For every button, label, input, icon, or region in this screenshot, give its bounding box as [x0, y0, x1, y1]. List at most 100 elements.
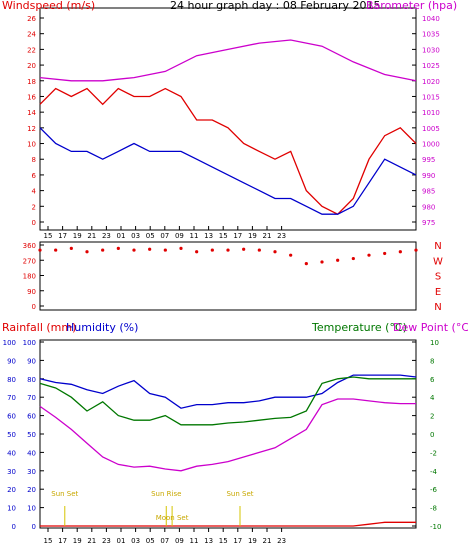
direction-point: [273, 250, 277, 254]
temperature-tick-label: -10: [430, 523, 441, 531]
barometer-tick-label: 1010: [422, 109, 440, 117]
x-tick-label: 03: [131, 537, 140, 545]
x-tick-label: 19: [248, 537, 257, 545]
direction-point: [242, 247, 246, 251]
temperature-tick-label: 4: [430, 394, 435, 402]
x-tick-label: 15: [219, 232, 228, 240]
x-tick-label: 09: [175, 232, 184, 240]
compass-label: E: [435, 287, 441, 298]
barometer-tick-label: 1030: [422, 46, 440, 54]
humidity-tick-label: 40: [27, 449, 36, 457]
direction-point: [383, 251, 387, 256]
event-annotation: Sun Set: [226, 490, 253, 498]
wind-tick-label: 26: [27, 15, 36, 23]
direction-point: [367, 253, 371, 257]
series-line-dew-point: [39, 398, 416, 472]
rain-tick-label: 70: [7, 394, 16, 402]
event-annotation: Sun Rise: [151, 490, 181, 498]
x-tick-label: 21: [263, 232, 272, 240]
x-tick-label: 11: [190, 232, 199, 240]
x-tick-label: 23: [277, 537, 286, 545]
direction-point: [304, 262, 308, 266]
wind-tick-label: 2: [32, 203, 36, 211]
direction-point: [195, 250, 199, 254]
x-tick-label: 17: [58, 537, 67, 545]
x-tick-label: 23: [102, 232, 111, 240]
humidity-tick-label: 70: [27, 394, 36, 402]
wind-tick-label: 6: [32, 172, 37, 180]
x-tick-label: 03: [131, 232, 140, 240]
series-line-rainfall: [40, 521, 416, 527]
wind-tick-label: 12: [27, 125, 36, 133]
direction-point: [414, 248, 418, 252]
direction-tick-label: 90: [27, 288, 36, 296]
barometer-tick-label: 1020: [422, 78, 440, 86]
humidity-tick-label: 30: [27, 468, 36, 476]
x-tick-label: 05: [146, 537, 155, 545]
x-tick-label: 05: [146, 232, 155, 240]
barometer-tick-label: 1035: [422, 31, 440, 39]
temperature-tick-label: 10: [430, 339, 439, 347]
temperature-tick-label: -2: [430, 449, 437, 457]
humidity-tick-label: 90: [27, 357, 36, 365]
series-line-barometer: [39, 39, 417, 82]
rain-tick-label: 80: [7, 376, 16, 384]
direction-point: [226, 248, 230, 252]
x-tick-label: 17: [233, 232, 242, 240]
event-annotation: Moon Set: [156, 514, 189, 522]
direction-point: [289, 253, 293, 257]
rain-tick-label: 20: [7, 486, 16, 494]
rain-tick-label: 90: [7, 357, 16, 365]
series-line-temperature: [39, 376, 416, 426]
wind-tick-label: 22: [27, 46, 36, 54]
barometer-tick-label: 1015: [422, 93, 440, 101]
temperature-ylabel: Temperature (°C): [311, 321, 407, 334]
barometer-tick-label: 1040: [422, 15, 440, 23]
x-tick-label: 01: [117, 537, 126, 545]
humidity-tick-label: 80: [27, 376, 36, 384]
barometer-ylabel: Barometer (hpa): [366, 0, 457, 12]
direction-point: [69, 246, 73, 250]
humidity-tick-label: 20: [27, 486, 36, 494]
rain-tick-label: 10: [7, 505, 16, 513]
wind-tick-label: 20: [27, 62, 36, 70]
series-line-gust: [39, 87, 417, 215]
direction-point: [210, 248, 214, 252]
x-tick-label: 15: [219, 537, 228, 545]
wind-ylabel: Windspeed (m/s): [2, 0, 95, 12]
direction-point: [38, 248, 42, 252]
event-annotation: Sun Set: [51, 490, 78, 498]
wind-tick-label: 18: [27, 78, 36, 86]
x-tick-label: 19: [73, 537, 82, 545]
direction-point: [351, 256, 355, 261]
barometer-tick-label: 985: [422, 188, 435, 196]
compass-label: S: [435, 272, 441, 283]
direction-point: [336, 258, 340, 262]
direction-point: [398, 250, 402, 254]
direction-tick-label: 0: [32, 303, 36, 311]
wind-tick-label: 10: [27, 141, 36, 149]
direction-point: [101, 248, 105, 252]
compass-label: N: [434, 241, 441, 252]
chart-title: 24 hour graph day : 08 February 2015: [170, 0, 381, 12]
rain-tick-label: 40: [7, 449, 16, 457]
x-tick-label: 07: [160, 537, 169, 545]
x-tick-label: 23: [102, 537, 111, 545]
temperature-tick-label: 2: [430, 413, 434, 421]
x-tick-label: 19: [73, 232, 82, 240]
series-line-humidity: [39, 374, 417, 409]
x-tick-label: 15: [44, 537, 53, 545]
direction-point: [132, 248, 136, 252]
x-tick-label: 01: [117, 232, 126, 240]
direction-point: [163, 248, 167, 252]
x-tick-label: 11: [190, 537, 199, 545]
humidity-tick-label: 50: [27, 431, 36, 439]
temperature-tick-label: 0: [430, 431, 434, 439]
x-tick-label: 13: [204, 537, 213, 545]
humidity-tick-label: 10: [27, 505, 36, 513]
barometer-tick-label: 1005: [422, 125, 440, 133]
direction-point: [320, 260, 324, 264]
x-tick-label: 19: [248, 232, 257, 240]
